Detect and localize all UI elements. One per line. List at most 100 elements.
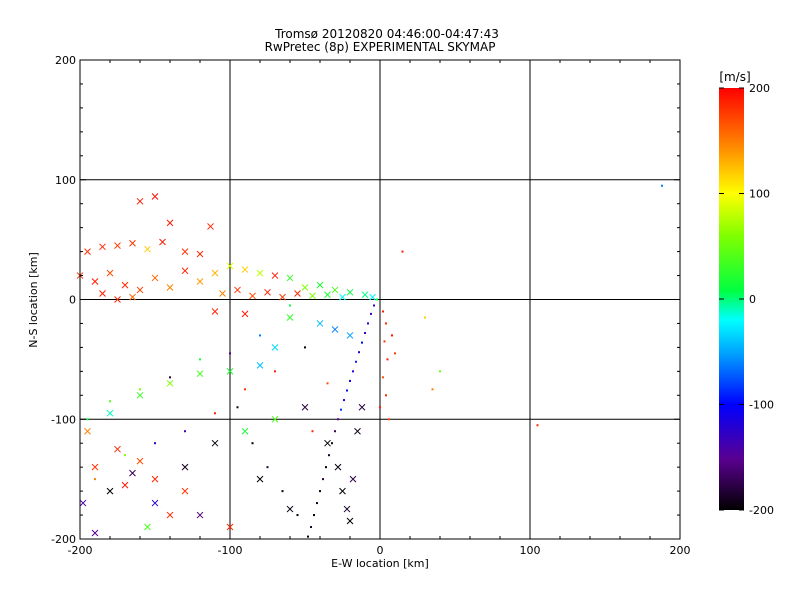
specular-point — [286, 274, 294, 282]
meteor-point — [337, 418, 339, 421]
specular-point — [234, 286, 241, 294]
specular-point — [166, 379, 174, 387]
chart-title: Tromsø 20120820 04:46:00-04:47:43 — [274, 27, 499, 41]
specular-point — [106, 269, 114, 277]
meteor-point — [169, 376, 171, 379]
specular-point — [309, 292, 316, 300]
meteor-point — [361, 341, 363, 344]
colorbar-tick-label: -100 — [749, 399, 774, 412]
specular-point — [286, 505, 294, 513]
meteor-point — [424, 316, 426, 319]
specular-point — [84, 427, 91, 435]
colorbar-ticks: 200 100 0 -100 -200 — [719, 82, 774, 517]
specular-point — [334, 463, 342, 471]
meteor-point — [370, 312, 372, 315]
specular-point — [151, 193, 159, 200]
grid — [80, 60, 680, 539]
specular-point — [79, 499, 87, 507]
specular-point — [343, 505, 351, 513]
meteor-point — [343, 399, 345, 402]
specular-point — [181, 248, 189, 255]
meteor-point — [334, 430, 336, 433]
specular-point — [136, 286, 144, 294]
meteor-point — [326, 382, 329, 385]
specular-point — [166, 511, 174, 519]
meteor-point — [391, 334, 393, 337]
meteor-point — [229, 352, 231, 355]
y-tick-label: -200 — [51, 533, 76, 546]
meteor-point — [661, 184, 663, 187]
meteor-point — [311, 430, 314, 433]
meteor-point — [86, 418, 89, 421]
specular-point — [241, 310, 249, 318]
specular-point — [271, 415, 279, 423]
meteor-point — [382, 310, 384, 313]
meteor-point — [394, 352, 396, 355]
colorbar-tick-label: 0 — [749, 293, 756, 306]
specular-point — [316, 320, 324, 327]
x-axis-label: E-W location [km] — [331, 557, 429, 570]
meteor-point — [355, 360, 357, 363]
meteor-point — [364, 332, 366, 335]
specular-point — [196, 370, 204, 378]
specular-point — [256, 362, 264, 369]
meteor-point — [266, 466, 269, 469]
specular-point — [91, 463, 99, 471]
meteor-point — [274, 370, 276, 373]
meteor-point — [289, 304, 291, 307]
specular-point — [166, 219, 174, 227]
specular-point — [136, 457, 144, 465]
meteor-point — [536, 424, 539, 427]
specular-point — [226, 367, 234, 375]
specular-point — [349, 475, 357, 483]
meteor-point — [236, 406, 239, 409]
specular-point — [264, 288, 271, 296]
x-tick-label: 100 — [520, 544, 541, 557]
meteor-point — [439, 370, 441, 373]
meteor-point — [331, 442, 333, 445]
meteor-point — [352, 370, 354, 373]
specular-point — [136, 391, 144, 399]
specular-point — [211, 269, 219, 277]
specular-point — [114, 445, 121, 453]
meteor-point — [124, 454, 126, 457]
specular-point — [271, 344, 279, 351]
y-tick-label: 100 — [55, 174, 76, 187]
colorbar-label: [m/s] — [719, 70, 750, 84]
meteor-point — [319, 490, 321, 493]
colorbar-tick-label: 200 — [749, 82, 770, 95]
specular-point — [369, 293, 376, 301]
meteor-point — [322, 478, 324, 481]
meteor-point — [385, 322, 387, 325]
meteor-point — [325, 466, 327, 469]
y-tick-label: 0 — [69, 294, 76, 307]
specular-point — [339, 293, 346, 301]
colorbar-tick-label: 100 — [749, 188, 770, 201]
meteor-point — [386, 358, 389, 361]
specular-point — [346, 332, 354, 339]
specular-point — [256, 475, 264, 483]
meteor-point — [259, 334, 261, 337]
meteor-point — [382, 376, 384, 379]
meteor-point — [94, 478, 96, 481]
specular-point — [144, 523, 151, 531]
meteor-point — [154, 442, 156, 445]
specular-point — [121, 481, 129, 489]
specular-point — [181, 267, 189, 275]
data-points — [76, 184, 663, 538]
specular-point — [129, 293, 136, 301]
x-tick-label: 0 — [377, 544, 384, 557]
specular-point — [301, 403, 309, 411]
meteor-point — [214, 412, 216, 415]
specular-point — [324, 439, 331, 447]
specular-point — [241, 266, 249, 273]
specular-point — [151, 274, 159, 282]
meteor-point — [340, 408, 342, 411]
specular-point — [166, 284, 174, 291]
specular-point — [301, 284, 309, 291]
meteor-point — [251, 442, 254, 445]
specular-point — [226, 262, 234, 270]
y-tick-label: -100 — [51, 413, 76, 426]
specular-point — [181, 463, 189, 471]
